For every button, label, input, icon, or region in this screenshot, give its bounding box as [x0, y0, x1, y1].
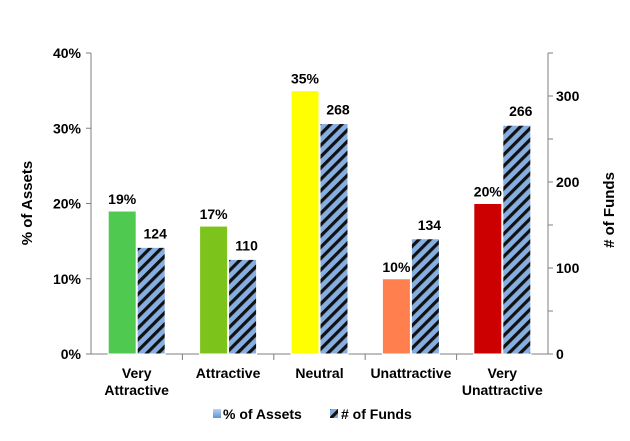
data-label-funds: 266	[509, 103, 533, 119]
category-label: Attractive	[196, 365, 261, 381]
y-tick-label: 40%	[53, 45, 82, 61]
y2-axis-title: # of Funds	[601, 172, 618, 248]
plot-area: 0% 10% 20% 30% 40% 0 100 200 300 19% 124 17% 110 35…	[53, 45, 580, 398]
y-axis-title: % of Assets	[19, 161, 36, 245]
bar-assets	[107, 210, 137, 355]
y-tick-label: 30%	[53, 120, 82, 136]
legend-swatch-funds	[330, 409, 338, 418]
legend-swatch-assets	[213, 409, 221, 418]
bar-funds	[136, 246, 166, 355]
category-label: Unattractive	[462, 382, 543, 398]
y2-tick-label: 0	[556, 346, 564, 362]
category-label: Attractive	[104, 382, 169, 398]
category-label: Unattractive	[370, 365, 451, 381]
y2-tick-label: 100	[556, 260, 580, 276]
data-label-funds: 110	[235, 237, 258, 253]
bar-assets	[381, 278, 411, 355]
y2-tick-label: 300	[556, 88, 580, 104]
category-label: Very	[122, 365, 152, 381]
data-label-funds: 134	[418, 217, 442, 233]
data-label-assets: 17%	[200, 206, 229, 222]
data-label-assets: 20%	[474, 184, 503, 200]
bar-funds	[319, 123, 349, 355]
bar-funds	[410, 238, 440, 355]
category-label: Very	[488, 365, 518, 381]
data-label-assets: 10%	[382, 259, 411, 275]
y2-tick-label: 200	[556, 174, 580, 190]
bar-funds	[228, 258, 258, 355]
legend-label-funds: # of Funds	[341, 406, 412, 422]
y-tick-label: 10%	[53, 271, 82, 287]
data-label-funds: 124	[144, 225, 168, 241]
bar-assets	[199, 225, 229, 355]
data-label-assets: 19%	[108, 191, 137, 207]
data-label-funds: 268	[326, 102, 350, 118]
bar-assets	[473, 203, 503, 355]
legend: % of Assets # of Funds	[213, 406, 412, 422]
data-label-assets: 35%	[291, 71, 320, 87]
y-tick-label: 20%	[53, 196, 82, 212]
bar-assets	[290, 90, 320, 355]
legend-label-assets: % of Assets	[223, 406, 302, 422]
bar-funds	[502, 124, 532, 355]
y-tick-label: 0%	[61, 346, 82, 362]
category-label: Neutral	[295, 365, 343, 381]
